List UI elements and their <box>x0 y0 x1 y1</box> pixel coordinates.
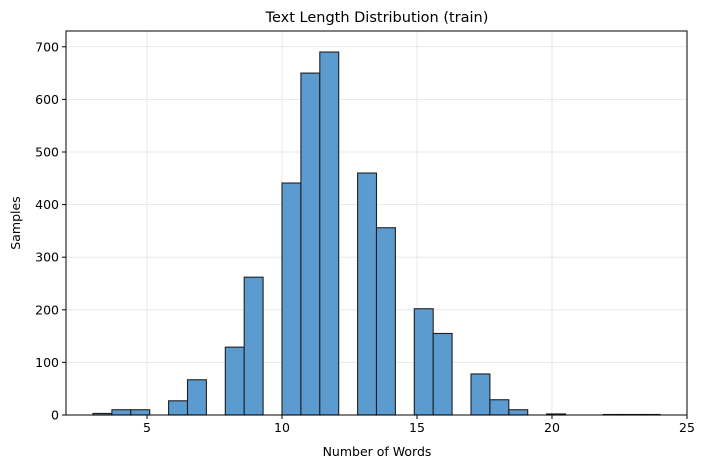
x-tick-label: 20 <box>544 420 560 435</box>
histogram-bar <box>130 409 151 416</box>
y-axis-ticks: 0 100 200 300 400 500 600 700 <box>35 39 66 423</box>
chart-title: Text Length Distribution (train) <box>265 10 489 26</box>
x-tick-label: 15 <box>409 420 425 435</box>
x-tick-label: 10 <box>274 420 290 435</box>
histogram-bar <box>432 332 453 416</box>
x-axis-ticks: 5 10 15 20 25 <box>143 415 695 435</box>
y-tick-label: 300 <box>35 250 59 265</box>
x-tick-label: 25 <box>679 420 695 435</box>
histogram-bar <box>243 276 264 416</box>
x-axis-label: Number of Words <box>323 444 432 459</box>
histogram-bar <box>168 400 189 416</box>
histogram-bar <box>319 51 340 416</box>
histogram-bar <box>300 72 321 416</box>
histogram-bar <box>470 373 491 416</box>
y-tick-label: 200 <box>35 302 59 317</box>
bars-group <box>92 51 661 416</box>
histogram-bar <box>508 409 529 416</box>
histogram-bar <box>186 379 207 416</box>
histogram-bar <box>224 346 245 416</box>
histogram-bar <box>375 227 396 416</box>
y-axis-label: Samples <box>8 196 23 249</box>
y-tick-label: 400 <box>35 197 59 212</box>
histogram-bar <box>489 399 510 416</box>
histogram-bar <box>281 182 302 416</box>
x-tick-label: 5 <box>143 420 151 435</box>
y-tick-label: 500 <box>35 144 59 159</box>
y-tick-label: 100 <box>35 355 59 370</box>
histogram-bar <box>111 409 132 416</box>
y-tick-label: 0 <box>51 408 59 423</box>
histogram-bar <box>357 172 378 416</box>
plot-frame <box>65 30 688 416</box>
y-tick-label: 700 <box>35 39 59 54</box>
histogram-bar <box>413 308 434 416</box>
y-tick-label: 600 <box>35 92 59 107</box>
